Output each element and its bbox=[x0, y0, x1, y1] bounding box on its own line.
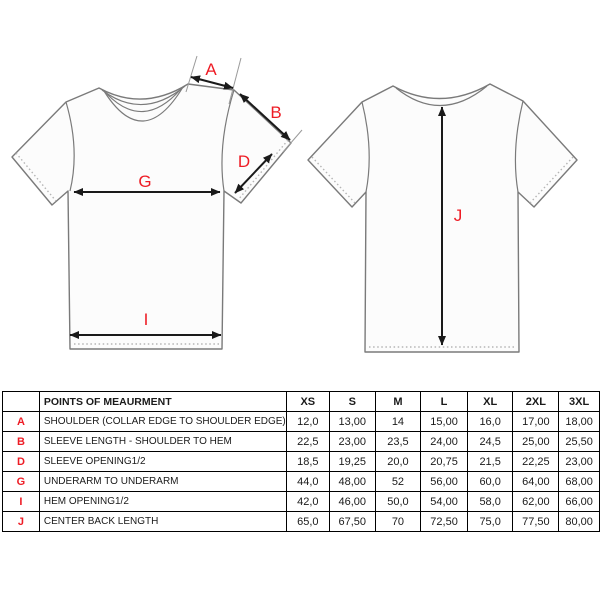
cell-value: 16,0 bbox=[466, 411, 514, 432]
cell-value: 80,00 bbox=[558, 511, 600, 532]
cell-value: 42,0 bbox=[285, 491, 330, 512]
size-header-m: M bbox=[374, 391, 422, 412]
measure-label-a: A bbox=[205, 60, 217, 79]
extension-line-shoulder-edge bbox=[228, 57, 242, 105]
table-row: J CENTER BACK LENGTH 65,0 67,50 70 72,50… bbox=[2, 511, 600, 532]
cell-value: 56,00 bbox=[420, 471, 468, 492]
cell-value: 15,00 bbox=[420, 411, 468, 432]
cell-value: 25,00 bbox=[512, 431, 560, 452]
row-label: SLEEVE OPENING1/2 bbox=[38, 451, 287, 472]
cell-value: 44,0 bbox=[285, 471, 330, 492]
cell-value: 58,0 bbox=[466, 491, 514, 512]
cell-value: 70 bbox=[374, 511, 422, 532]
size-header-xl: XL bbox=[466, 391, 514, 412]
measure-arrow-b bbox=[239, 93, 291, 141]
cell-value: 67,50 bbox=[328, 511, 376, 532]
table-row: D SLEEVE OPENING1/2 18,5 19,25 20,0 20,7… bbox=[2, 451, 600, 472]
cell-value: 72,50 bbox=[420, 511, 468, 532]
cell-value: 24,5 bbox=[466, 431, 514, 452]
measure-label-i: I bbox=[144, 310, 149, 329]
cell-value: 52 bbox=[374, 471, 422, 492]
row-label: SLEEVE LENGTH - SHOULDER TO HEM bbox=[38, 431, 287, 452]
cell-value: 20,75 bbox=[420, 451, 468, 472]
points-of-measurement-header: POINTS OF MEAURMENT bbox=[38, 391, 287, 412]
table-row: B SLEEVE LENGTH - SHOULDER TO HEM 22,5 2… bbox=[2, 431, 600, 452]
cell-value: 46,00 bbox=[328, 491, 376, 512]
size-header-s: S bbox=[328, 391, 376, 412]
table-corner-cell bbox=[2, 391, 40, 412]
row-label: UNDERARM TO UNDERARM bbox=[38, 471, 287, 492]
table-row: A SHOULDER (COLLAR EDGE TO SHOULDER EDGE… bbox=[2, 411, 600, 432]
cell-value: 14 bbox=[374, 411, 422, 432]
cell-value: 50,0 bbox=[374, 491, 422, 512]
cell-value: 21,5 bbox=[466, 451, 514, 472]
cell-value: 23,5 bbox=[374, 431, 422, 452]
size-header-xs: XS bbox=[285, 391, 330, 412]
measure-label-d: D bbox=[238, 152, 250, 171]
row-label: CENTER BACK LENGTH bbox=[38, 511, 287, 532]
table-row: I HEM OPENING1/2 42,0 46,00 50,0 54,00 5… bbox=[2, 491, 600, 512]
tshirt-front-outline bbox=[11, 83, 292, 350]
cell-value: 18,00 bbox=[558, 411, 600, 432]
cell-value: 48,00 bbox=[328, 471, 376, 492]
row-letter: D bbox=[2, 451, 40, 472]
table-header-row: POINTS OF MEAURMENT XS S M L XL 2XL 3XL bbox=[2, 391, 600, 412]
cell-value: 22,5 bbox=[285, 431, 330, 452]
cell-value: 25,50 bbox=[558, 431, 600, 452]
row-letter: A bbox=[2, 411, 40, 432]
row-letter: B bbox=[2, 431, 40, 452]
cell-value: 12,0 bbox=[285, 411, 330, 432]
row-label: HEM OPENING1/2 bbox=[38, 491, 287, 512]
row-letter: I bbox=[2, 491, 40, 512]
size-chart-table: POINTS OF MEAURMENT XS S M L XL 2XL 3XL … bbox=[2, 391, 600, 532]
measure-arrow-a bbox=[190, 75, 234, 90]
measure-label-g: G bbox=[138, 172, 151, 191]
cell-value: 24,00 bbox=[420, 431, 468, 452]
cell-value: 68,00 bbox=[558, 471, 600, 492]
row-letter: G bbox=[2, 471, 40, 492]
cell-value: 64,00 bbox=[512, 471, 560, 492]
cell-value: 75,0 bbox=[466, 511, 514, 532]
cell-value: 17,00 bbox=[512, 411, 560, 432]
tshirt-measurement-diagram: A B D G I J bbox=[11, 55, 578, 353]
cell-value: 23,00 bbox=[558, 451, 600, 472]
cell-value: 20,0 bbox=[374, 451, 422, 472]
cell-value: 23,00 bbox=[328, 431, 376, 452]
extension-line-collar-edge bbox=[185, 55, 198, 93]
extension-line-sleeve-hem bbox=[282, 129, 303, 153]
cell-value: 62,00 bbox=[512, 491, 560, 512]
cell-value: 60,0 bbox=[466, 471, 514, 492]
table-row: G UNDERARM TO UNDERARM 44,0 48,00 52 56,… bbox=[2, 471, 600, 492]
measure-label-j: J bbox=[454, 206, 463, 225]
row-letter: J bbox=[2, 511, 40, 532]
cell-value: 54,00 bbox=[420, 491, 468, 512]
measure-label-b: B bbox=[270, 103, 281, 122]
cell-value: 18,5 bbox=[285, 451, 330, 472]
row-label: SHOULDER (COLLAR EDGE TO SHOULDER EDGE) bbox=[38, 411, 287, 432]
tshirt-front-view bbox=[11, 83, 292, 350]
cell-value: 65,0 bbox=[285, 511, 330, 532]
measure-arrow-d bbox=[234, 153, 273, 194]
cell-value: 22,25 bbox=[512, 451, 560, 472]
cell-value: 66,00 bbox=[558, 491, 600, 512]
size-header-2xl: 2XL bbox=[512, 391, 560, 412]
cell-value: 13,00 bbox=[328, 411, 376, 432]
cell-value: 19,25 bbox=[328, 451, 376, 472]
size-header-3xl: 3XL bbox=[558, 391, 600, 412]
cell-value: 77,50 bbox=[512, 511, 560, 532]
size-header-l: L bbox=[420, 391, 468, 412]
